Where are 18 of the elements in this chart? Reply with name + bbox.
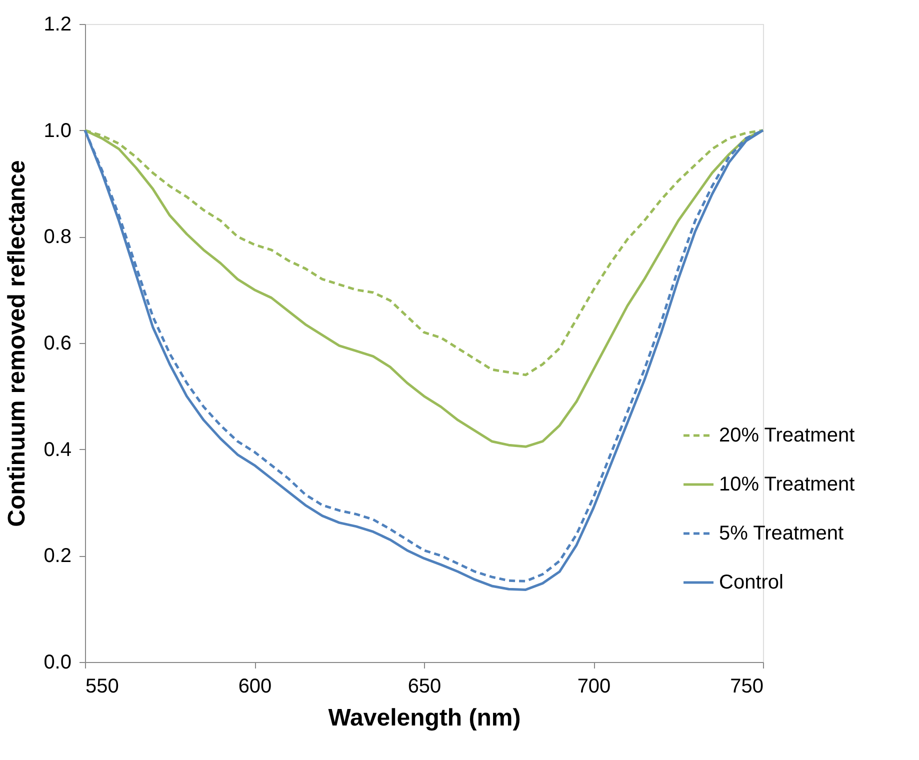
x-tick-label: 550 <box>86 676 119 698</box>
y-tick-label: 1.0 <box>44 120 72 142</box>
legend-label: 20% Treatment <box>719 424 856 446</box>
x-axis-title: Wavelength (nm) <box>328 704 521 732</box>
x-tick-label: 700 <box>577 676 611 698</box>
y-axis-title: Continuum removed reflectance <box>4 160 31 527</box>
y-tick-label: 0.8 <box>44 226 72 248</box>
y-tick-label: 0.0 <box>44 652 72 674</box>
x-tick-label: 650 <box>408 676 442 698</box>
legend-label: 10% Treatment <box>719 474 856 496</box>
y-tick-label: 1.2 <box>44 14 72 36</box>
y-tick-label: 0.4 <box>44 438 72 461</box>
legend-label: 5% Treatment <box>719 522 844 544</box>
x-tick-label: 600 <box>238 676 272 698</box>
legend-label: Control <box>719 572 784 594</box>
y-tick-label: 0.6 <box>44 332 72 354</box>
x-tick-label: 750 <box>730 676 764 698</box>
y-tick-label: 0.2 <box>44 545 72 568</box>
